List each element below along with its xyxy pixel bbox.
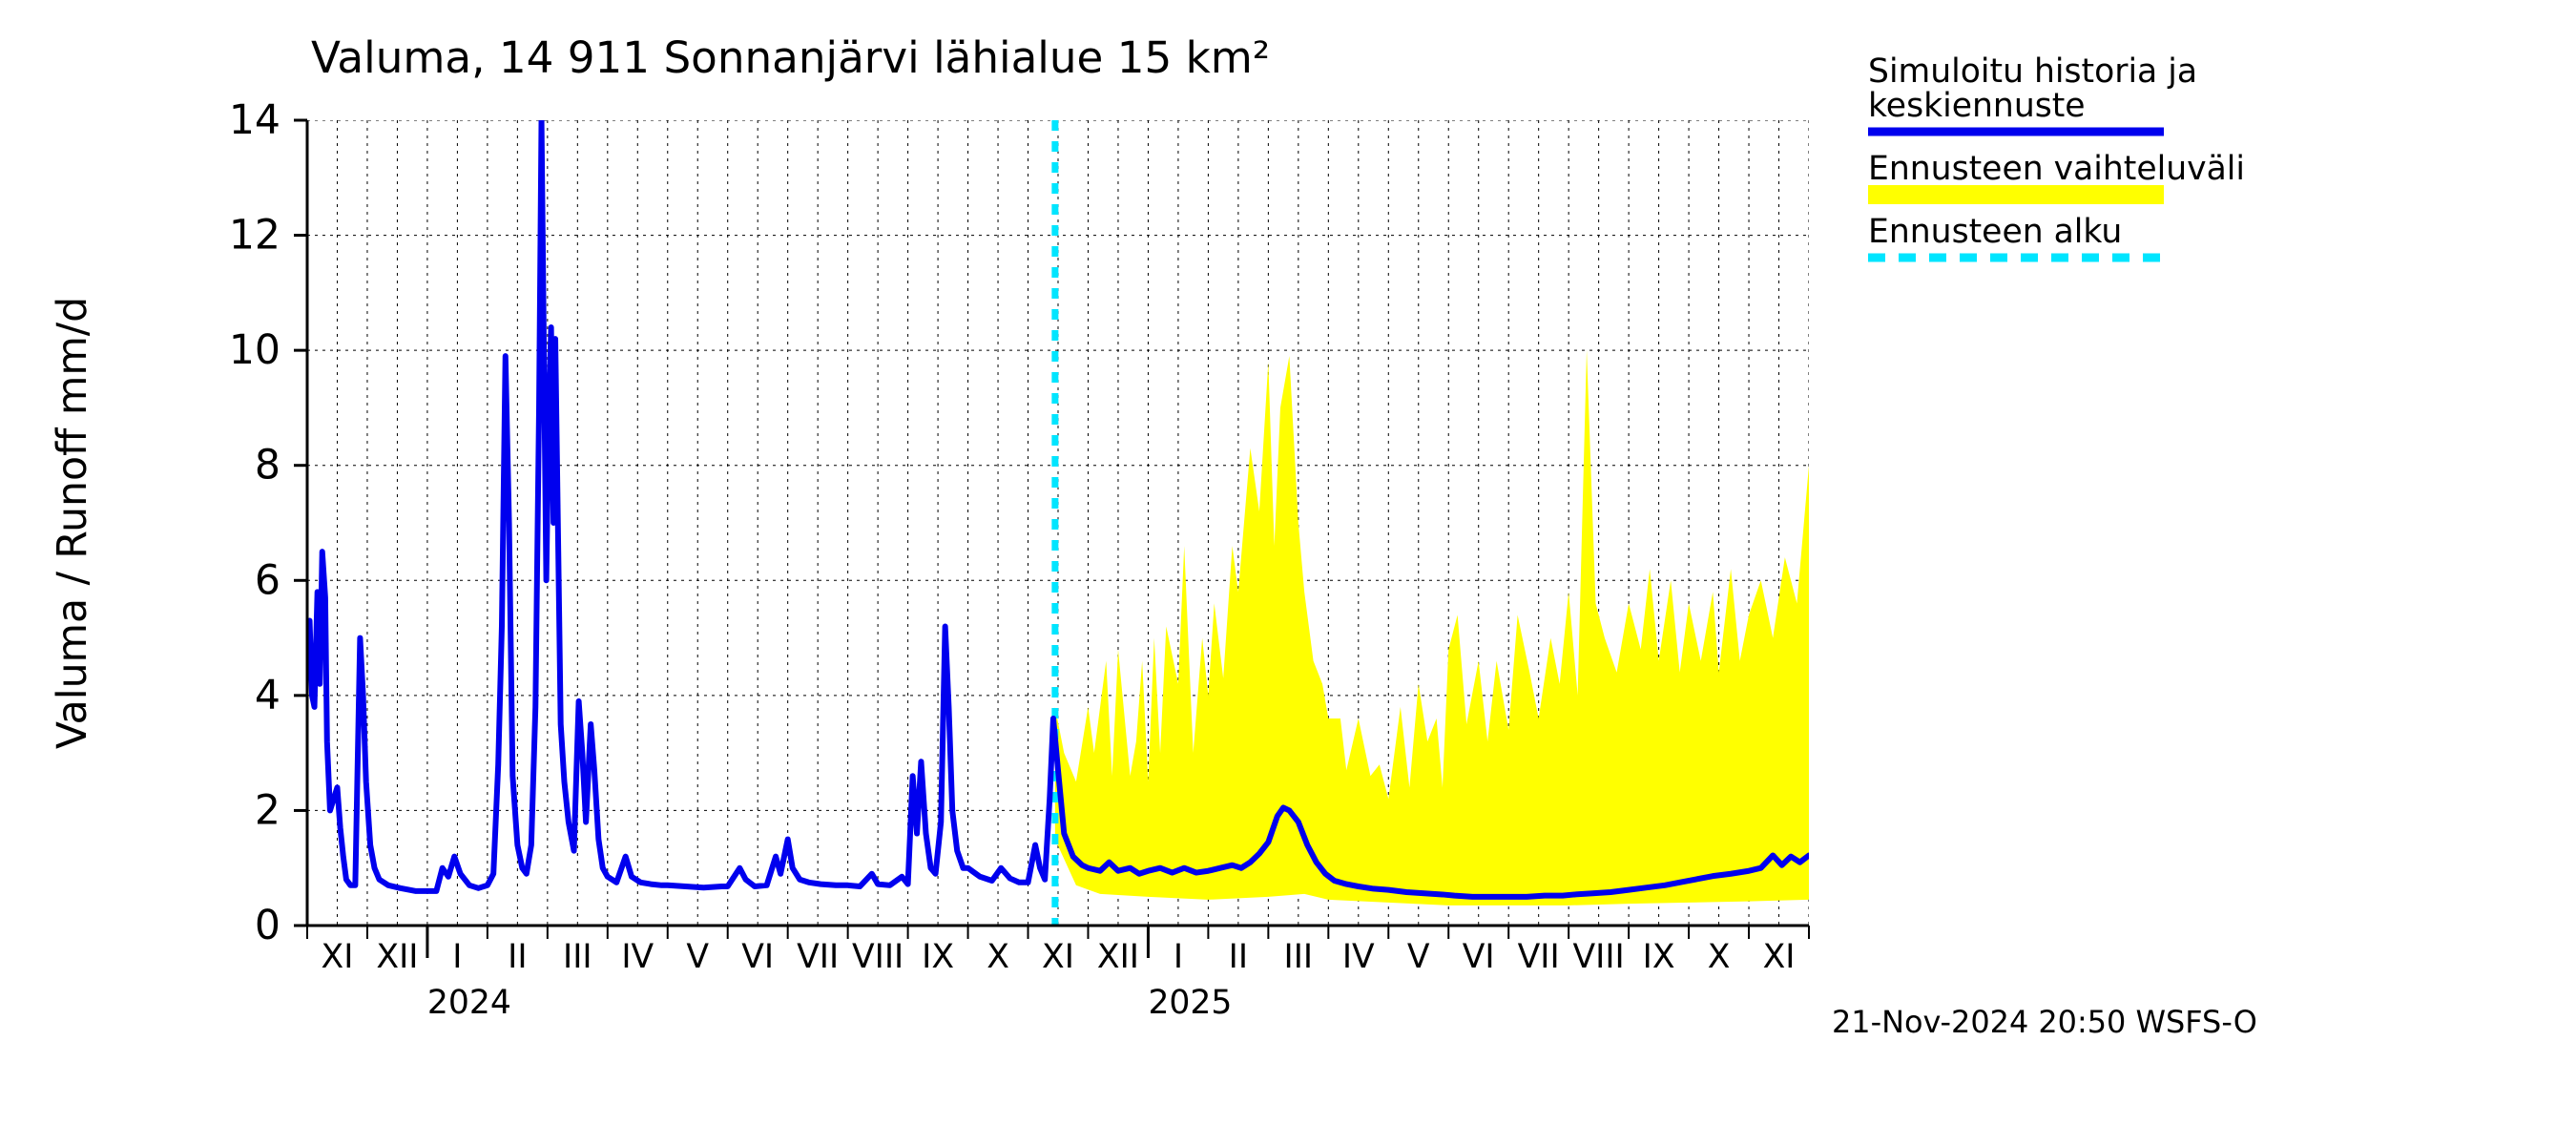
- svg-text:XII: XII: [1097, 938, 1139, 976]
- svg-text:Ennusteen alku: Ennusteen alku: [1868, 213, 2122, 251]
- svg-text:6: 6: [255, 556, 280, 604]
- svg-text:IX: IX: [922, 938, 954, 976]
- svg-text:I: I: [1174, 938, 1183, 976]
- svg-text:VIII: VIII: [1573, 938, 1625, 976]
- svg-text:XI: XI: [1042, 938, 1074, 976]
- svg-text:XI: XI: [322, 938, 354, 976]
- svg-text:X: X: [1708, 938, 1731, 976]
- chart-svg: 02468101214Valuma / Runoff mm/dXIXIIIIII…: [0, 0, 2576, 1145]
- svg-text:10: 10: [229, 326, 280, 374]
- svg-text:keskiennuste: keskiennuste: [1868, 87, 2086, 125]
- svg-text:12: 12: [229, 212, 280, 260]
- svg-text:Valuma / Runoff mm/d: Valuma / Runoff mm/d: [49, 297, 96, 749]
- svg-text:V: V: [1407, 938, 1430, 976]
- svg-text:VII: VII: [1518, 938, 1560, 976]
- svg-text:XI: XI: [1763, 938, 1796, 976]
- svg-text:Valuma, 14 911 Sonnanjärvi läh: Valuma, 14 911 Sonnanjärvi lähialue 15 k…: [311, 32, 1270, 83]
- svg-text:III: III: [1284, 938, 1314, 976]
- svg-text:2024: 2024: [427, 984, 511, 1022]
- svg-text:II: II: [1229, 938, 1248, 976]
- svg-text:2: 2: [255, 786, 280, 834]
- svg-text:21-Nov-2024 20:50 WSFS-O: 21-Nov-2024 20:50 WSFS-O: [1832, 1004, 2257, 1040]
- svg-text:VIII: VIII: [852, 938, 904, 976]
- svg-text:8: 8: [255, 442, 280, 489]
- svg-text:II: II: [508, 938, 527, 976]
- svg-text:X: X: [987, 938, 1009, 976]
- svg-text:V: V: [686, 938, 709, 976]
- runoff-chart: 02468101214Valuma / Runoff mm/dXIXIIIIII…: [0, 0, 2576, 1145]
- svg-text:III: III: [563, 938, 592, 976]
- svg-text:VI: VI: [741, 938, 774, 976]
- svg-text:VII: VII: [797, 938, 839, 976]
- svg-text:VI: VI: [1463, 938, 1495, 976]
- svg-text:2025: 2025: [1148, 984, 1232, 1022]
- svg-text:14: 14: [229, 96, 280, 144]
- svg-text:IV: IV: [621, 938, 654, 976]
- svg-text:Ennusteen vaihteluväli: Ennusteen vaihteluväli: [1868, 150, 2245, 188]
- svg-text:Simuloitu historia ja: Simuloitu historia ja: [1868, 52, 2197, 91]
- svg-text:IX: IX: [1643, 938, 1675, 976]
- svg-text:XII: XII: [376, 938, 418, 976]
- svg-text:4: 4: [255, 672, 280, 719]
- svg-text:0: 0: [255, 902, 280, 949]
- svg-text:I: I: [452, 938, 462, 976]
- svg-text:IV: IV: [1342, 938, 1375, 976]
